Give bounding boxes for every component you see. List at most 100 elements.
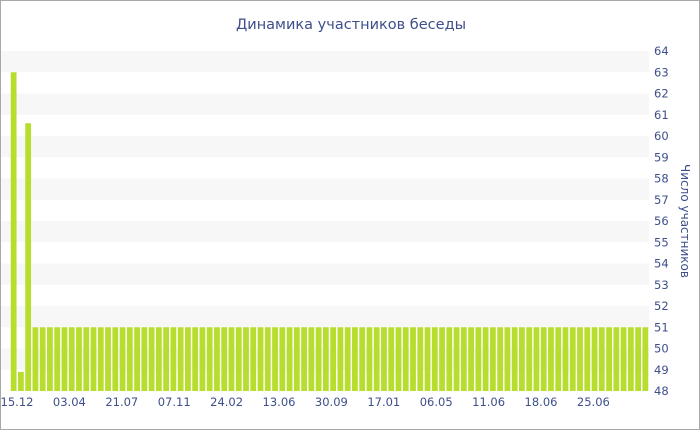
bar[interactable]	[613, 327, 620, 391]
bar[interactable]	[68, 327, 75, 391]
bar[interactable]	[366, 327, 373, 391]
bar[interactable]	[417, 327, 424, 391]
bar[interactable]	[10, 72, 17, 391]
bar[interactable]	[352, 327, 358, 391]
x-tick-label: 30.09	[315, 395, 348, 409]
bar[interactable]	[475, 327, 482, 391]
bar[interactable]	[17, 371, 24, 392]
bar[interactable]	[431, 327, 438, 391]
bar[interactable]	[105, 327, 111, 391]
bar[interactable]	[126, 327, 133, 391]
bar[interactable]	[533, 327, 540, 391]
bar[interactable]	[642, 327, 649, 391]
bar[interactable]	[381, 327, 387, 391]
bar[interactable]	[170, 327, 177, 391]
bar[interactable]	[272, 327, 278, 391]
bar[interactable]	[279, 327, 286, 391]
bar[interactable]	[635, 327, 642, 391]
bar[interactable]	[54, 327, 61, 391]
bar[interactable]	[235, 327, 242, 391]
bar[interactable]	[453, 327, 460, 391]
bar[interactable]	[511, 327, 518, 391]
bar[interactable]	[97, 327, 104, 391]
bar[interactable]	[620, 327, 627, 391]
bar[interactable]	[540, 327, 547, 391]
bar[interactable]	[293, 327, 300, 391]
bar[interactable]	[243, 327, 249, 391]
bar[interactable]	[359, 327, 366, 391]
bar[interactable]	[286, 327, 293, 391]
bar[interactable]	[155, 327, 162, 391]
bar[interactable]	[460, 327, 467, 391]
bar[interactable]	[410, 327, 416, 391]
bar[interactable]	[562, 327, 569, 391]
bar[interactable]	[555, 327, 562, 391]
x-tick-label: 17.01	[367, 395, 400, 409]
bar[interactable]	[373, 327, 380, 391]
y-tick-label: 48	[654, 384, 669, 398]
bar[interactable]	[598, 327, 605, 391]
bar[interactable]	[119, 327, 126, 391]
x-tick-label: 07.11	[158, 395, 191, 409]
bar[interactable]	[627, 327, 634, 391]
bar[interactable]	[83, 327, 90, 391]
bar[interactable]	[482, 327, 489, 391]
bar[interactable]	[330, 327, 337, 391]
bar[interactable]	[388, 327, 395, 391]
y-tick-label: 63	[654, 65, 669, 79]
bar[interactable]	[257, 327, 264, 391]
bar[interactable]	[591, 327, 598, 391]
bar[interactable]	[47, 327, 53, 391]
y-axis-ticks: 48 49 50 51 52 53 54 55 56 57 58 59 60 61 62 63 64	[654, 44, 669, 398]
bar[interactable]	[148, 327, 155, 391]
bar[interactable]	[337, 327, 344, 391]
bar[interactable]	[90, 327, 97, 391]
y-tick-label: 52	[654, 299, 669, 313]
bar[interactable]	[221, 327, 228, 391]
bar[interactable]	[577, 327, 583, 391]
bar[interactable]	[584, 327, 591, 391]
bar[interactable]	[519, 327, 525, 391]
bar[interactable]	[439, 327, 445, 391]
bar[interactable]	[25, 123, 32, 391]
grid-band	[1, 136, 649, 158]
bar[interactable]	[250, 327, 257, 391]
y-tick-label: 51	[654, 320, 669, 334]
bar[interactable]	[548, 327, 554, 391]
bar[interactable]	[308, 327, 315, 391]
bar[interactable]	[141, 327, 148, 391]
bar[interactable]	[497, 327, 504, 391]
y-tick-label: 50	[654, 342, 669, 356]
bar[interactable]	[489, 327, 496, 391]
bar[interactable]	[424, 327, 431, 391]
bar[interactable]	[185, 327, 191, 391]
bar[interactable]	[32, 327, 39, 391]
bar[interactable]	[301, 327, 307, 391]
bar[interactable]	[206, 327, 213, 391]
bar[interactable]	[526, 327, 533, 391]
bar[interactable]	[344, 327, 351, 391]
bar[interactable]	[134, 327, 140, 391]
bar[interactable]	[228, 327, 235, 391]
bar[interactable]	[199, 327, 206, 391]
bar[interactable]	[76, 327, 82, 391]
bar[interactable]	[606, 327, 612, 391]
bar[interactable]	[395, 327, 402, 391]
bar[interactable]	[39, 327, 46, 391]
bar[interactable]	[322, 327, 329, 391]
bar[interactable]	[402, 327, 409, 391]
bar[interactable]	[446, 327, 453, 391]
bar[interactable]	[468, 327, 474, 391]
y-tick-label: 56	[654, 214, 669, 228]
bar[interactable]	[112, 327, 119, 391]
bar[interactable]	[504, 327, 511, 391]
bar[interactable]	[264, 327, 271, 391]
bar[interactable]	[315, 327, 322, 391]
bar[interactable]	[214, 327, 220, 391]
bar[interactable]	[569, 327, 576, 391]
bar[interactable]	[61, 327, 68, 391]
bar[interactable]	[177, 327, 184, 391]
bar[interactable]	[163, 327, 170, 391]
bar[interactable]	[192, 327, 199, 391]
